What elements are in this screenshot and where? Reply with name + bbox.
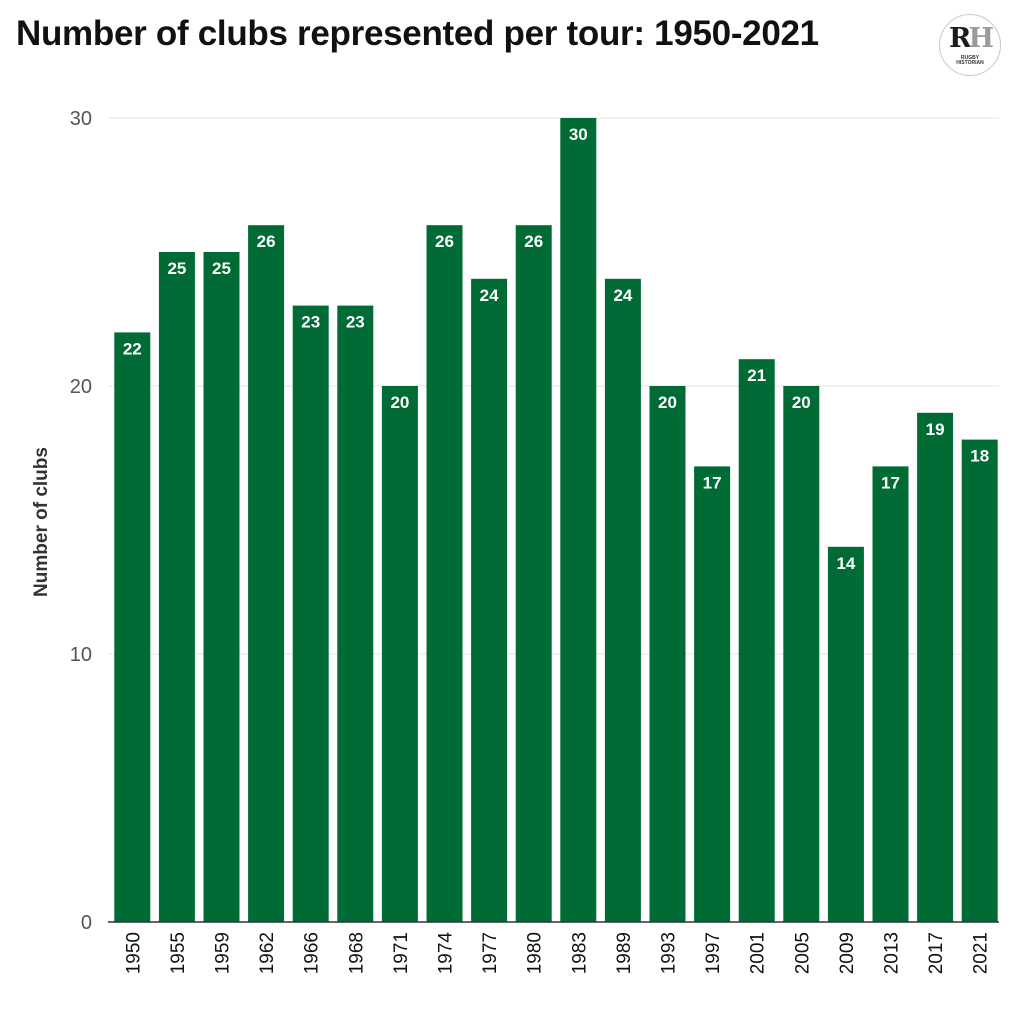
bar	[694, 466, 731, 922]
data-label: 23	[301, 313, 320, 332]
data-labels: 22 25 25 26 23 23 20 26 24 26 30 24 20 17 21 20 14 17 19 18	[123, 125, 989, 573]
data-label: 25	[212, 259, 231, 278]
x-tick-label: 1974	[436, 932, 457, 975]
x-tick-label: 1968	[346, 932, 367, 974]
bar	[114, 332, 151, 922]
x-tick-label: 1980	[525, 932, 546, 974]
data-label: 22	[123, 339, 142, 358]
x-tick-label: 1997	[703, 932, 724, 974]
x-tick-label: 2013	[882, 932, 903, 974]
x-tick-label: 1955	[168, 932, 189, 974]
logo-subtitle: RUGBY HISTORIAN	[956, 55, 984, 66]
data-label: 17	[703, 473, 722, 492]
y-tick-label: 0	[81, 912, 92, 934]
x-tick-label: 2021	[971, 932, 992, 974]
x-tick-label: 2001	[748, 932, 769, 974]
data-label: 20	[792, 393, 811, 412]
data-label: 18	[970, 447, 989, 466]
x-tick-label: 2005	[792, 932, 813, 974]
bar	[203, 252, 240, 922]
data-label: 23	[346, 313, 365, 332]
x-tick-label: 1993	[659, 932, 680, 974]
data-label: 20	[658, 393, 677, 412]
data-label: 26	[257, 232, 276, 251]
logo-monogram: RH	[949, 23, 994, 54]
bar	[471, 278, 508, 922]
bar	[337, 305, 374, 923]
x-tick-label: 1962	[257, 932, 278, 974]
data-label: 24	[480, 286, 499, 305]
data-label: 17	[881, 473, 900, 492]
bar	[158, 252, 195, 922]
bar	[381, 386, 418, 922]
x-axis-ticks: 1950 1955 1959 1962 1966 1968 1971 1974 1977 1980…	[123, 932, 991, 975]
bar	[604, 278, 641, 922]
data-label: 25	[167, 259, 186, 278]
data-label: 21	[747, 366, 766, 385]
data-label: 19	[926, 420, 945, 439]
y-tick-label: 30	[70, 108, 92, 130]
x-tick-label: 2017	[926, 932, 947, 974]
bar	[649, 386, 686, 922]
bar	[292, 305, 329, 923]
y-tick-label: 20	[70, 376, 92, 398]
bar	[248, 225, 285, 922]
y-tick-label: 10	[70, 644, 92, 666]
data-label: 26	[435, 232, 454, 251]
bar	[426, 225, 463, 922]
data-label: 20	[390, 393, 409, 412]
x-tick-label: 1966	[302, 932, 323, 974]
x-tick-label: 1959	[213, 932, 234, 974]
bar	[917, 412, 954, 922]
x-tick-label: 1971	[391, 932, 412, 974]
bars	[114, 118, 998, 923]
x-tick-label: 1989	[614, 932, 635, 974]
data-label: 30	[569, 125, 588, 144]
bar	[961, 439, 998, 922]
x-tick-label: 2009	[837, 932, 858, 974]
bar	[783, 386, 820, 922]
bar	[827, 546, 864, 922]
bar	[738, 359, 775, 922]
y-axis-ticks: 0 10 20 30	[70, 108, 92, 934]
y-axis-label: Number of clubs	[31, 447, 52, 597]
chart-title: Number of clubs represented per tour: 19…	[16, 14, 819, 53]
x-tick-label: 1950	[123, 932, 144, 974]
bar	[560, 118, 597, 922]
data-label: 24	[613, 286, 632, 305]
gridlines	[108, 117, 999, 655]
bar	[515, 225, 552, 922]
data-label: 14	[836, 554, 855, 573]
bar	[872, 466, 909, 922]
x-tick-label: 1983	[569, 932, 590, 974]
x-tick-label: 1977	[480, 932, 501, 974]
rugby-historian-logo: RH RUGBY HISTORIAN	[939, 14, 1001, 76]
data-label: 26	[524, 232, 543, 251]
